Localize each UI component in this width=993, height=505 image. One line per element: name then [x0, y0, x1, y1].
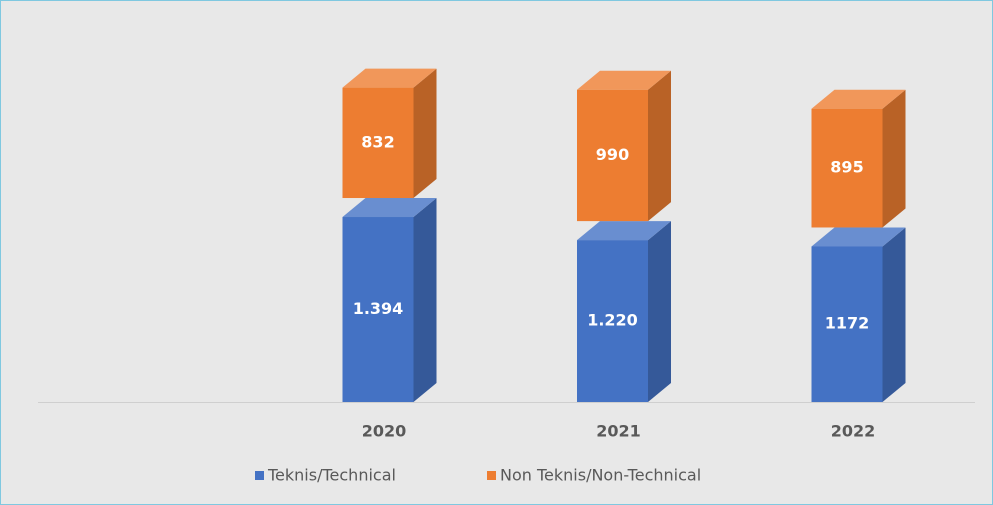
data-label: 895: [830, 158, 863, 177]
legend-swatch: [487, 471, 496, 480]
data-label: 990: [596, 145, 629, 164]
bar-side: [648, 221, 671, 402]
data-label: 1172: [825, 314, 870, 333]
data-label: 1.394: [353, 299, 404, 318]
bar-side: [882, 89, 906, 228]
bar-top: [342, 68, 437, 88]
legend-label: Non Teknis/Non-Technical: [500, 466, 701, 485]
bar: [577, 240, 648, 402]
bar-side: [413, 68, 437, 199]
bar-top: [811, 227, 906, 247]
bar-top: [577, 221, 671, 241]
bar: [577, 89, 648, 222]
bar-top: [811, 89, 906, 109]
legend-swatch: [255, 471, 264, 480]
bar: [342, 217, 414, 402]
bar: [342, 87, 414, 199]
bar-top: [577, 70, 671, 90]
x-tick-label: 2020: [362, 422, 407, 441]
bar: [811, 108, 883, 228]
x-tick-label: 2022: [831, 422, 876, 441]
bar: [811, 246, 883, 402]
data-label: 832: [361, 132, 394, 151]
legend-label: Teknis/Technical: [267, 466, 396, 485]
bar-side: [413, 198, 437, 402]
bar-side: [882, 227, 906, 402]
bar-side: [648, 70, 671, 222]
bar-top: [342, 198, 437, 218]
data-label: 1.220: [587, 311, 638, 330]
x-tick-label: 2021: [596, 422, 641, 441]
